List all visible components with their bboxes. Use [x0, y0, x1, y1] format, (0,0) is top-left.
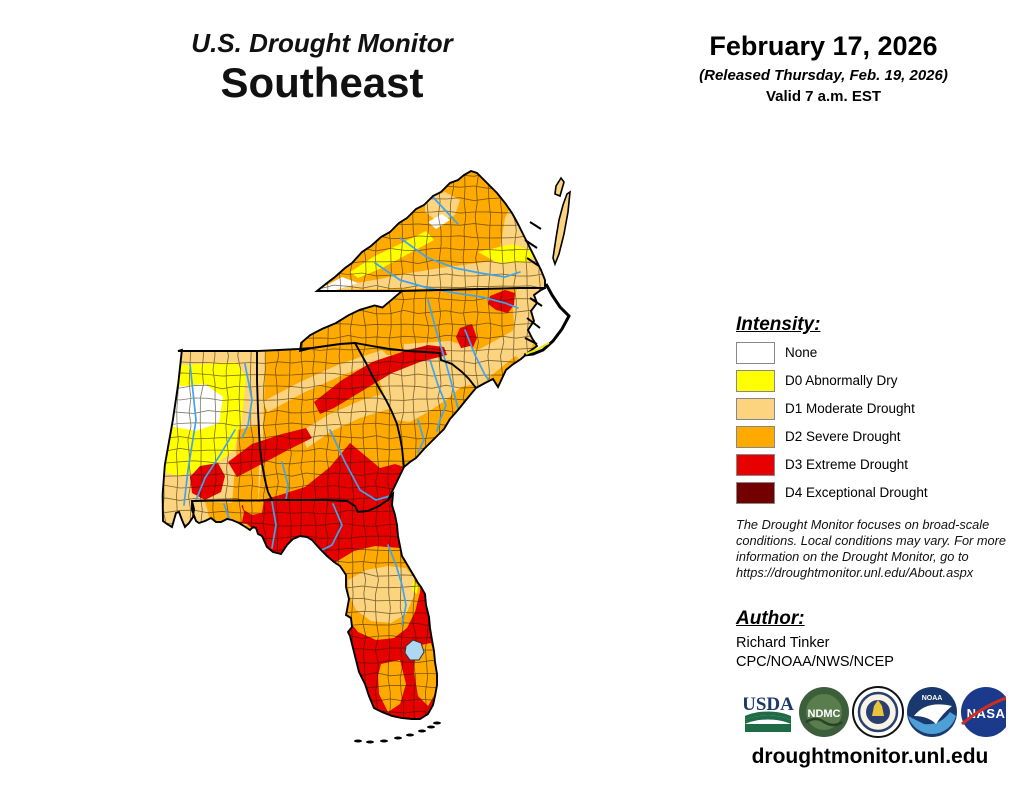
svg-text:USDA: USDA: [744, 694, 794, 715]
svg-text:NDMC: NDMC: [808, 708, 841, 720]
svg-text:NOAA: NOAA: [922, 695, 943, 702]
svg-text:NASA: NASA: [967, 706, 1006, 721]
